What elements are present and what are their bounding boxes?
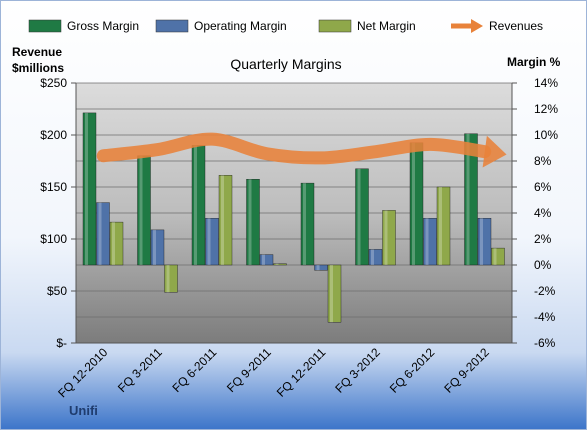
- operating-margin-bar: [150, 229, 165, 266]
- gross-margin-bar-highlight: [357, 168, 361, 265]
- operating-margin-bar-highlight: [371, 249, 374, 265]
- net-margin-bar: [109, 221, 124, 266]
- left-axis-tick-label: $150: [40, 180, 67, 194]
- operating-margin-bar: [423, 217, 437, 266]
- operating-margin-bar: [368, 249, 383, 266]
- right-axis-tick-label: 10%: [534, 128, 558, 142]
- net-margin-bar-highlight: [112, 222, 115, 265]
- gross-margin-bar-highlight: [85, 112, 88, 266]
- gross-margin-bar: [464, 133, 478, 266]
- revenues-line: [96, 132, 492, 165]
- gross-margin-bar: [191, 145, 206, 266]
- right-axis-tick-label: 2%: [534, 232, 552, 246]
- legend-net-margin-swatch: [318, 19, 352, 33]
- net-margin-bar: [273, 263, 287, 266]
- net-margin-bar-highlight: [221, 175, 224, 265]
- gross-margin-bar-highlight: [303, 183, 306, 265]
- operating-margin-bar: [314, 264, 328, 271]
- right-axis-tick-label: 8%: [534, 154, 552, 168]
- right-axis-tick-label: 14%: [534, 76, 558, 90]
- legend-label: Operating Margin: [194, 19, 287, 33]
- gross-margin-bar-highlight: [248, 179, 252, 265]
- legend-label: Gross Margin: [67, 19, 139, 33]
- revenues-arrowhead: [482, 135, 507, 168]
- gross-margin-bar: [137, 155, 151, 266]
- net-margin-bar: [436, 186, 451, 266]
- company-name: Unifi: [69, 403, 98, 418]
- net-margin-bar: [382, 210, 396, 266]
- operating-margin-bar-highlight: [98, 202, 102, 265]
- operating-margin-bar-highlight: [207, 218, 211, 265]
- gross-margin-bar-highlight: [466, 133, 470, 265]
- left-axis-tick-label: $-: [56, 336, 67, 350]
- gross-margin-bar-highlight: [194, 145, 197, 265]
- gross-margin-bar: [246, 178, 260, 266]
- operating-margin-bar-highlight: [262, 254, 265, 265]
- right-axis-title: Margin %: [507, 55, 561, 69]
- right-axis-tick-label: 4%: [534, 206, 552, 220]
- right-axis-tick-label: -6%: [534, 336, 556, 350]
- legend: Gross Margin Operating Margin Net Margin Re…: [28, 19, 543, 33]
- gross-margin-bar-highlight: [412, 142, 415, 265]
- operating-margin-bar: [205, 217, 219, 266]
- operating-margin-bar: [477, 217, 492, 266]
- operating-margin-bar: [96, 202, 110, 266]
- left-axis-tick-label: $200: [40, 128, 67, 142]
- operating-margin-bar-highlight: [153, 229, 156, 265]
- left-axis-title-line2: $millions: [12, 61, 64, 75]
- gross-margin-bar: [82, 112, 97, 266]
- legend-operating-margin-swatch: [155, 19, 189, 33]
- legend-label: Net Margin: [357, 19, 416, 33]
- gross-margin-bar: [409, 142, 424, 266]
- gross-margin-bar-highlight: [139, 155, 143, 265]
- legend-gross-margin-swatch: [28, 19, 62, 33]
- left-axis-tick-label: $250: [40, 76, 67, 90]
- net-margin-bar-highlight: [384, 210, 388, 265]
- right-axis-tick-label: -2%: [534, 284, 556, 298]
- gross-margin-bar: [300, 182, 315, 266]
- net-margin-bar-highlight: [439, 187, 442, 265]
- net-margin-bar: [327, 264, 342, 323]
- right-axis-tick-label: -4%: [534, 310, 556, 324]
- chart-title: Quarterly Margins: [230, 56, 341, 72]
- operating-margin-bar-highlight: [480, 218, 483, 265]
- legend-revenues-arrow: [471, 19, 483, 33]
- net-margin-bar-highlight: [330, 265, 333, 323]
- net-margin-bar: [164, 264, 178, 293]
- right-axis-tick-label: 12%: [534, 102, 558, 116]
- net-margin-bar-highlight: [493, 248, 497, 265]
- operating-margin-bar-highlight: [316, 265, 320, 271]
- operating-margin-bar-highlight: [425, 218, 429, 265]
- operating-margin-bar: [259, 254, 274, 266]
- net-margin-bar-highlight: [275, 263, 279, 265]
- net-margin-bar-highlight: [166, 265, 170, 293]
- left-axis-tick-label: $50: [47, 284, 67, 298]
- bar-series: [82, 112, 505, 323]
- right-axis-tick-label: 6%: [534, 180, 552, 194]
- net-margin-bar: [218, 175, 233, 266]
- net-margin-bar: [491, 247, 505, 266]
- left-axis-tick-label: $100: [40, 232, 67, 246]
- left-axis-title-line1: Revenue: [12, 45, 62, 59]
- revenue-line: [96, 132, 507, 168]
- gross-margin-bar: [355, 168, 369, 266]
- legend-label: Revenues: [489, 19, 543, 33]
- right-axis-tick-label: 0%: [534, 258, 552, 272]
